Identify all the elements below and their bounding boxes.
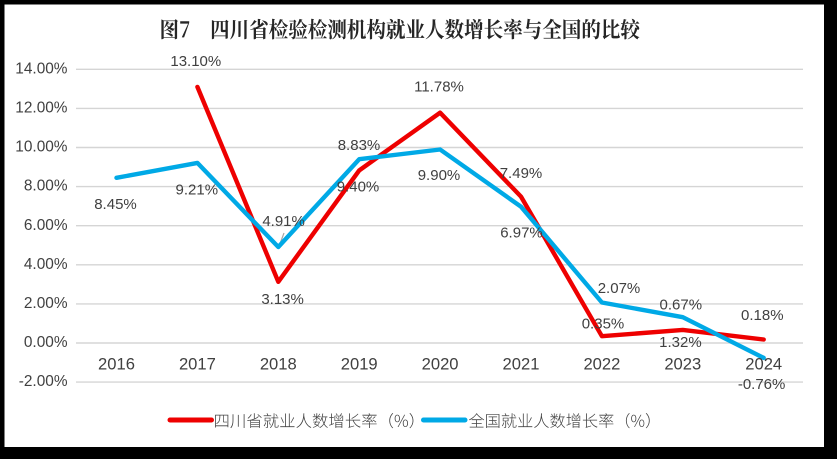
svg-text:-2.00%: -2.00% (19, 373, 68, 390)
svg-text:2018: 2018 (260, 355, 297, 374)
svg-text:9.40%: 9.40% (337, 179, 380, 196)
svg-text:10.00%: 10.00% (15, 139, 68, 156)
svg-text:2.00%: 2.00% (24, 295, 68, 312)
svg-text:2023: 2023 (664, 355, 701, 374)
svg-text:2020: 2020 (422, 355, 459, 374)
svg-text:4.91%: 4.91% (262, 213, 305, 230)
svg-text:2019: 2019 (341, 355, 378, 374)
svg-text:1.32%: 1.32% (659, 334, 702, 351)
svg-text:0.00%: 0.00% (24, 334, 68, 351)
svg-text:9.21%: 9.21% (176, 181, 219, 198)
svg-text:0.18%: 0.18% (741, 307, 784, 324)
svg-text:12.00%: 12.00% (15, 100, 68, 117)
svg-text:7.49%: 7.49% (500, 165, 543, 182)
svg-text:11.78%: 11.78% (414, 79, 464, 96)
svg-text:4.00%: 4.00% (24, 256, 68, 273)
svg-text:2.07%: 2.07% (598, 280, 641, 297)
svg-text:6.00%: 6.00% (24, 217, 68, 234)
svg-text:2022: 2022 (583, 355, 620, 374)
svg-text:6.97%: 6.97% (500, 225, 543, 242)
svg-text:2024: 2024 (745, 355, 782, 374)
svg-text:13.10%: 13.10% (170, 53, 221, 70)
svg-text:2016: 2016 (98, 355, 135, 374)
svg-text:0.35%: 0.35% (582, 315, 625, 332)
svg-text:3.13%: 3.13% (261, 291, 304, 308)
svg-text:8.45%: 8.45% (94, 196, 137, 213)
svg-text:8.83%: 8.83% (338, 137, 381, 154)
svg-text:9.90%: 9.90% (418, 167, 461, 184)
svg-text:2021: 2021 (503, 355, 540, 374)
svg-text:8.00%: 8.00% (24, 178, 68, 195)
svg-text:-0.76%: -0.76% (738, 376, 786, 393)
svg-text:2017: 2017 (179, 355, 216, 374)
svg-text:0.67%: 0.67% (660, 296, 703, 313)
svg-text:14.00%: 14.00% (15, 60, 68, 77)
